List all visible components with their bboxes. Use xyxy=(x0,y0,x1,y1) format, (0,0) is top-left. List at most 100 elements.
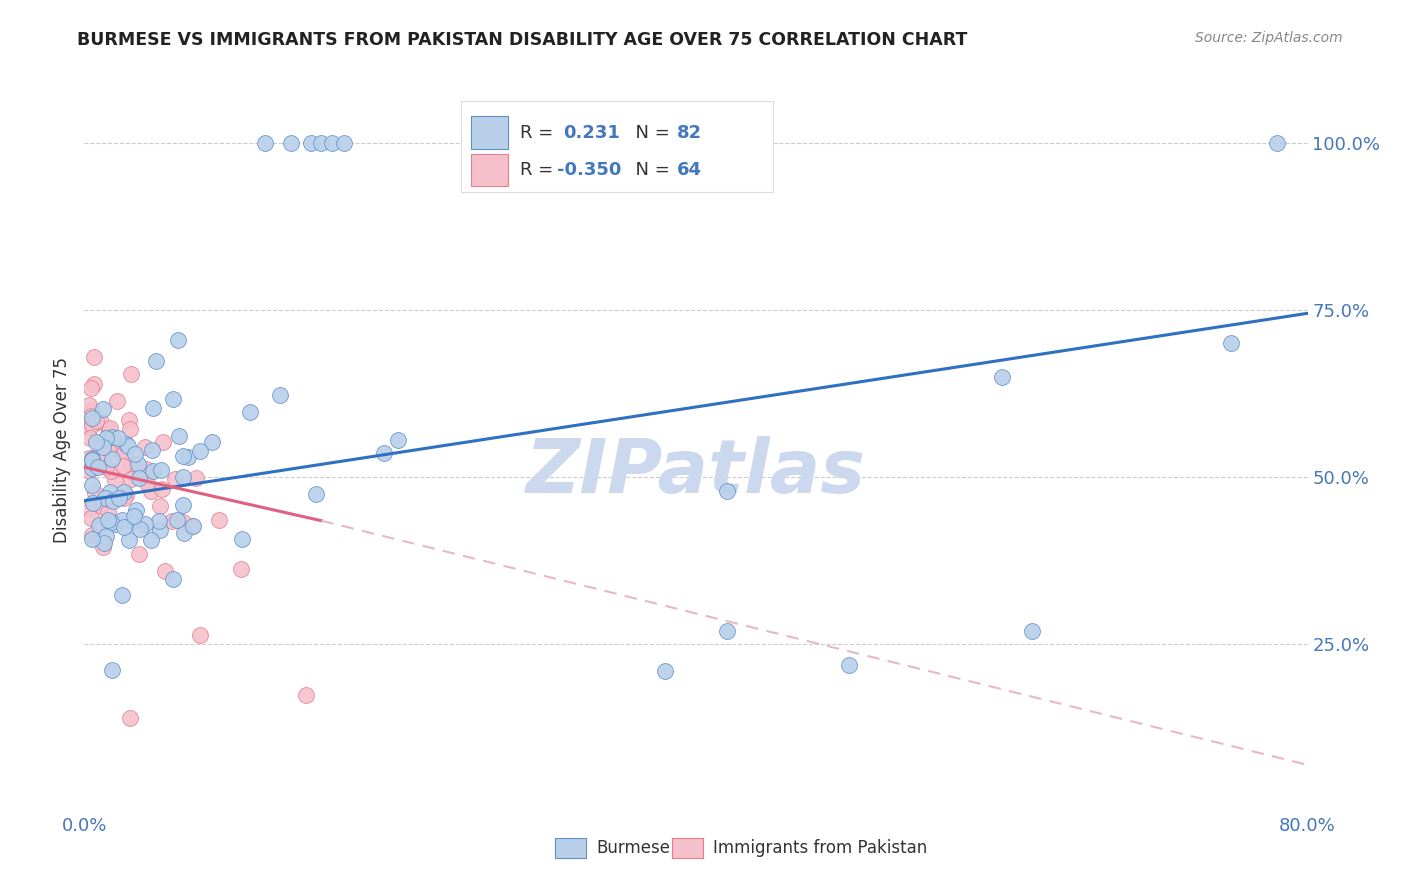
Point xyxy=(93,536,115,550)
Point xyxy=(111,588,134,602)
Point xyxy=(141,442,163,457)
Point xyxy=(716,624,738,639)
Point xyxy=(172,470,194,484)
Text: 0.231: 0.231 xyxy=(562,124,620,142)
Text: Burmese: Burmese xyxy=(596,839,671,857)
Point xyxy=(96,431,118,445)
Point xyxy=(120,472,142,486)
Point xyxy=(149,463,172,477)
Point xyxy=(91,440,114,454)
FancyBboxPatch shape xyxy=(471,153,508,186)
Point xyxy=(152,435,174,450)
Point xyxy=(98,421,121,435)
Point xyxy=(152,482,174,496)
Point xyxy=(167,428,190,442)
Point xyxy=(114,491,136,505)
Point xyxy=(321,136,343,150)
Point xyxy=(112,459,135,474)
Point xyxy=(188,628,211,642)
Text: N =: N = xyxy=(624,161,675,179)
Point xyxy=(654,664,676,679)
Point xyxy=(91,540,114,554)
Point xyxy=(201,435,224,450)
Point xyxy=(167,333,190,347)
Point xyxy=(101,452,124,467)
Point xyxy=(145,354,167,368)
Text: R =: R = xyxy=(520,124,558,142)
Point xyxy=(77,398,100,412)
Point xyxy=(118,533,141,548)
Point xyxy=(135,475,157,490)
Point xyxy=(177,450,200,465)
Point xyxy=(97,513,120,527)
Point xyxy=(100,515,122,529)
Point xyxy=(181,519,204,533)
Point xyxy=(333,136,356,150)
Point xyxy=(77,420,100,434)
Point xyxy=(311,136,333,150)
Point xyxy=(100,430,122,444)
Point xyxy=(83,350,105,364)
Text: R =: R = xyxy=(520,161,558,179)
Point xyxy=(173,525,195,540)
Text: Source: ZipAtlas.com: Source: ZipAtlas.com xyxy=(1195,31,1343,45)
Text: 82: 82 xyxy=(676,124,702,142)
Point xyxy=(134,516,156,531)
Point xyxy=(80,478,103,492)
Point xyxy=(83,376,105,391)
Point xyxy=(280,136,302,150)
Point xyxy=(166,512,188,526)
Point xyxy=(90,446,112,460)
Point xyxy=(112,446,135,460)
Text: Immigrants from Pakistan: Immigrants from Pakistan xyxy=(713,839,927,857)
Point xyxy=(80,403,103,417)
Point xyxy=(97,491,120,506)
Point xyxy=(139,483,162,498)
Point xyxy=(172,515,194,529)
Point xyxy=(120,456,142,470)
Point xyxy=(120,711,142,725)
Text: 64: 64 xyxy=(676,161,702,179)
Point xyxy=(373,446,395,460)
Point xyxy=(90,499,112,513)
Point xyxy=(299,136,322,150)
Text: BURMESE VS IMMIGRANTS FROM PAKISTAN DISABILITY AGE OVER 75 CORRELATION CHART: BURMESE VS IMMIGRANTS FROM PAKISTAN DISA… xyxy=(77,31,967,49)
Point xyxy=(96,460,118,475)
Point xyxy=(105,394,128,409)
Point xyxy=(387,433,409,447)
Point xyxy=(112,484,135,499)
Point xyxy=(84,450,107,464)
Point xyxy=(127,457,149,471)
Point xyxy=(101,435,124,450)
Point xyxy=(162,392,184,406)
Point xyxy=(120,422,142,436)
Point xyxy=(149,499,172,513)
Text: N =: N = xyxy=(624,124,675,142)
Point xyxy=(122,509,145,524)
Point xyxy=(128,471,150,485)
Point xyxy=(87,459,110,474)
Point xyxy=(135,462,157,476)
Point xyxy=(80,511,103,525)
Point xyxy=(160,514,183,528)
Point xyxy=(184,470,207,484)
Point xyxy=(142,464,165,478)
Point xyxy=(295,688,318,702)
Point xyxy=(188,443,211,458)
Point xyxy=(104,517,127,532)
Point xyxy=(94,491,117,505)
Point xyxy=(128,547,150,561)
Point xyxy=(148,523,170,537)
Point xyxy=(80,410,103,425)
Point xyxy=(122,514,145,528)
Point xyxy=(94,491,117,505)
Point xyxy=(84,486,107,500)
Point xyxy=(1220,336,1243,351)
Point xyxy=(838,657,860,672)
FancyBboxPatch shape xyxy=(461,102,773,192)
Point xyxy=(84,414,107,428)
Point xyxy=(77,464,100,478)
Point xyxy=(229,562,252,576)
Point xyxy=(716,483,738,498)
Point xyxy=(101,663,124,677)
